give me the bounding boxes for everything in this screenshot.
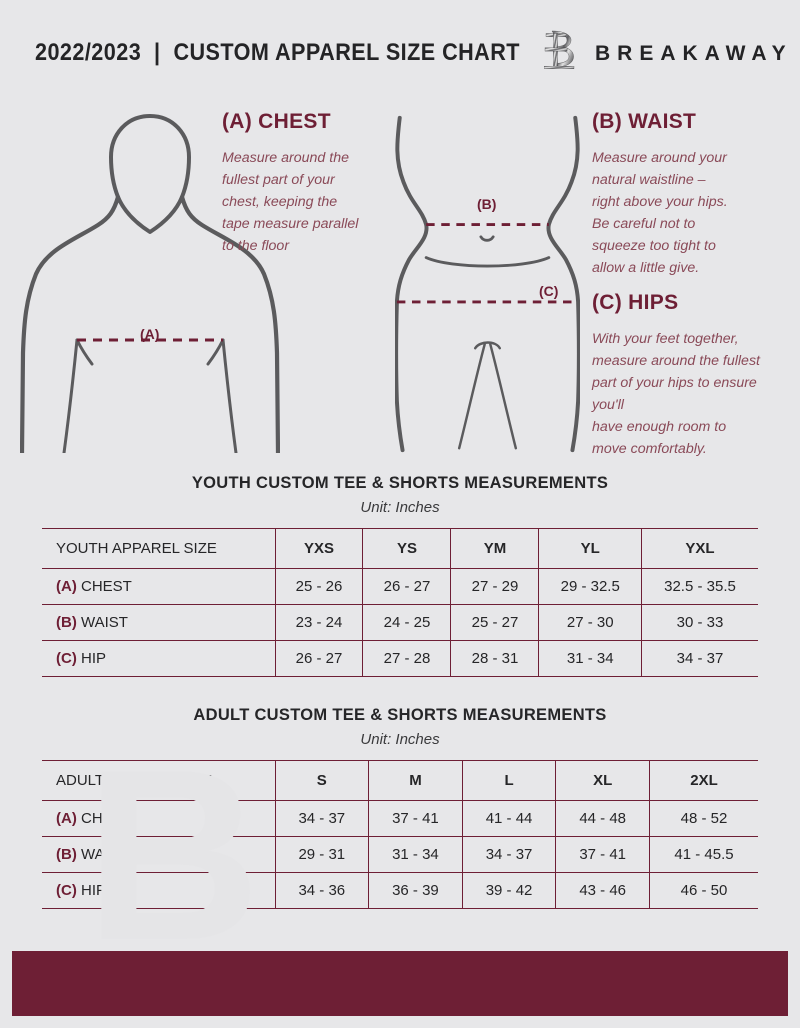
svg-text:B: B xyxy=(85,718,261,991)
